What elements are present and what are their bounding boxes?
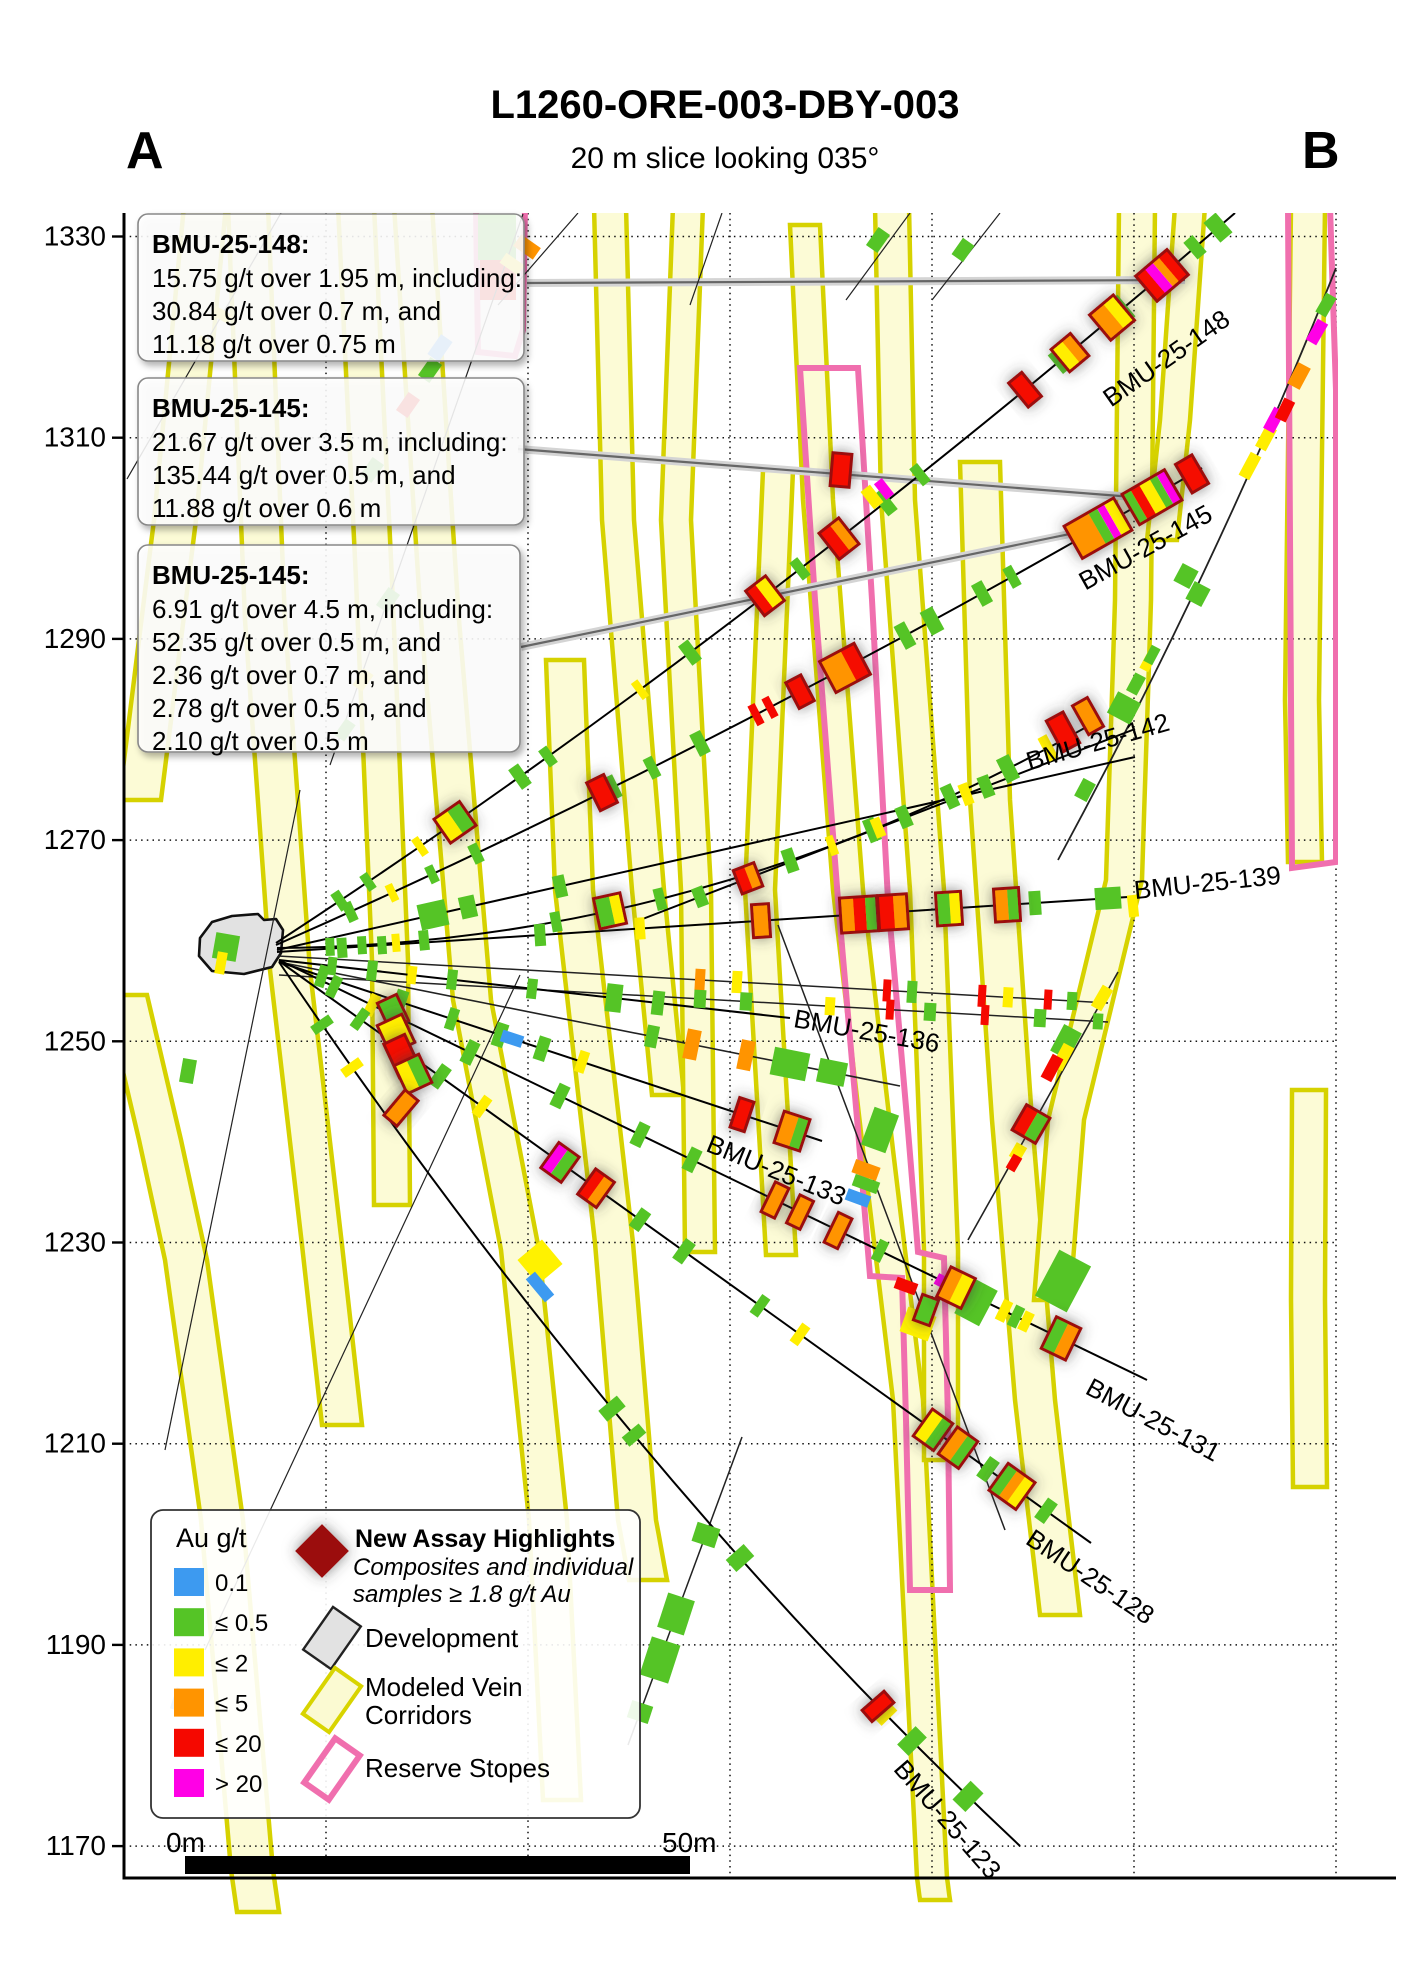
svg-text:samples ≥ 1.8 g/t Au: samples ≥ 1.8 g/t Au (353, 1581, 571, 1608)
svg-text:2.78 g/t over 0.5 m, and: 2.78 g/t over 0.5 m, and (152, 693, 427, 723)
svg-text:6.91 g/t over 4.5 m, including: 6.91 g/t over 4.5 m, including: (152, 594, 493, 624)
svg-text:1330: 1330 (44, 221, 106, 252)
svg-text:≤ 0.5: ≤ 0.5 (215, 1610, 268, 1637)
svg-text:A: A (126, 122, 164, 180)
svg-text:1310: 1310 (44, 422, 106, 453)
svg-text:1190: 1190 (46, 1629, 106, 1660)
svg-text:1170: 1170 (46, 1830, 106, 1861)
svg-text:≤ 2: ≤ 2 (215, 1650, 248, 1677)
svg-text:Composites and individual: Composites and individual (353, 1554, 634, 1581)
svg-text:11.88 g/t over 0.6 m: 11.88 g/t over 0.6 m (152, 493, 381, 523)
svg-text:BMU-25-145:: BMU-25-145: (152, 560, 310, 590)
svg-text:2.10 g/t over 0.5 m: 2.10 g/t over 0.5 m (152, 726, 369, 756)
svg-text:≤ 20: ≤ 20 (215, 1731, 262, 1758)
svg-text:1230: 1230 (44, 1227, 106, 1258)
svg-text:Modeled Vein: Modeled Vein (365, 1672, 523, 1702)
svg-text:1290: 1290 (44, 623, 106, 654)
svg-text:0m: 0m (166, 1827, 205, 1858)
svg-text:BMU-25-145:: BMU-25-145: (152, 393, 310, 423)
svg-text:> 20: > 20 (215, 1771, 262, 1798)
svg-text:1270: 1270 (44, 824, 106, 855)
svg-text:20 m slice looking 035°: 20 m slice looking 035° (571, 142, 880, 175)
svg-text:11.18 g/t over 0.75 m: 11.18 g/t over 0.75 m (152, 329, 396, 359)
svg-text:Corridors: Corridors (365, 1700, 472, 1730)
svg-text:1250: 1250 (44, 1025, 106, 1056)
svg-text:B: B (1302, 122, 1340, 180)
svg-text:50m: 50m (662, 1827, 716, 1858)
svg-text:135.44 g/t over 0.5 m, and: 135.44 g/t over 0.5 m, and (152, 460, 456, 490)
svg-text:0.1: 0.1 (215, 1570, 248, 1597)
svg-text:15.75 g/t over 1.95 m, includi: 15.75 g/t over 1.95 m, including: (152, 263, 522, 293)
svg-text:New Assay Highlights: New Assay Highlights (355, 1525, 615, 1553)
svg-text:≤ 5: ≤ 5 (215, 1691, 248, 1718)
svg-text:1210: 1210 (44, 1428, 106, 1459)
svg-text:L1260-ORE-003-DBY-003: L1260-ORE-003-DBY-003 (490, 83, 959, 127)
svg-text:Au g/t: Au g/t (176, 1523, 247, 1553)
svg-text:52.35 g/t over 0.5 m, and: 52.35 g/t over 0.5 m, and (152, 627, 441, 657)
svg-text:Reserve Stopes: Reserve Stopes (365, 1753, 550, 1783)
svg-text:Development: Development (365, 1623, 519, 1653)
svg-text:BMU-25-148:: BMU-25-148: (152, 229, 310, 259)
svg-text:30.84 g/t over 0.7 m, and: 30.84 g/t over 0.7 m, and (152, 296, 441, 326)
svg-text:2.36 g/t over 0.7 m, and: 2.36 g/t over 0.7 m, and (152, 660, 427, 690)
svg-text:21.67 g/t over 3.5 m, includin: 21.67 g/t over 3.5 m, including: (152, 427, 508, 457)
